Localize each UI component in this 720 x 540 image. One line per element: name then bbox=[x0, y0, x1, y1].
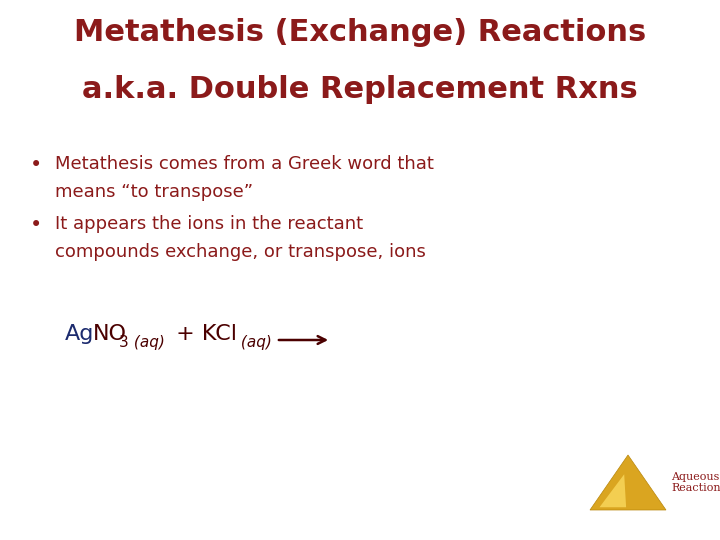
Text: (aq): (aq) bbox=[129, 335, 165, 350]
Text: It appears the ions in the reactant: It appears the ions in the reactant bbox=[55, 215, 363, 233]
Text: •: • bbox=[30, 215, 42, 235]
Text: •: • bbox=[30, 155, 42, 175]
Text: 3: 3 bbox=[119, 335, 129, 350]
Text: means “to transpose”: means “to transpose” bbox=[55, 183, 253, 201]
Text: Aqueous
Reactions: Aqueous Reactions bbox=[671, 472, 720, 494]
Text: (aq): (aq) bbox=[236, 335, 272, 350]
Polygon shape bbox=[600, 474, 626, 507]
Text: compounds exchange, or transpose, ions: compounds exchange, or transpose, ions bbox=[55, 243, 426, 261]
Text: + KCl: + KCl bbox=[169, 324, 237, 344]
Text: NO: NO bbox=[93, 324, 127, 344]
Text: a.k.a. Double Replacement Rxns: a.k.a. Double Replacement Rxns bbox=[82, 75, 638, 104]
Text: Metathesis comes from a Greek word that: Metathesis comes from a Greek word that bbox=[55, 155, 434, 173]
Text: Ag: Ag bbox=[65, 324, 94, 344]
Polygon shape bbox=[590, 455, 666, 510]
Text: Metathesis (Exchange) Reactions: Metathesis (Exchange) Reactions bbox=[74, 18, 646, 47]
